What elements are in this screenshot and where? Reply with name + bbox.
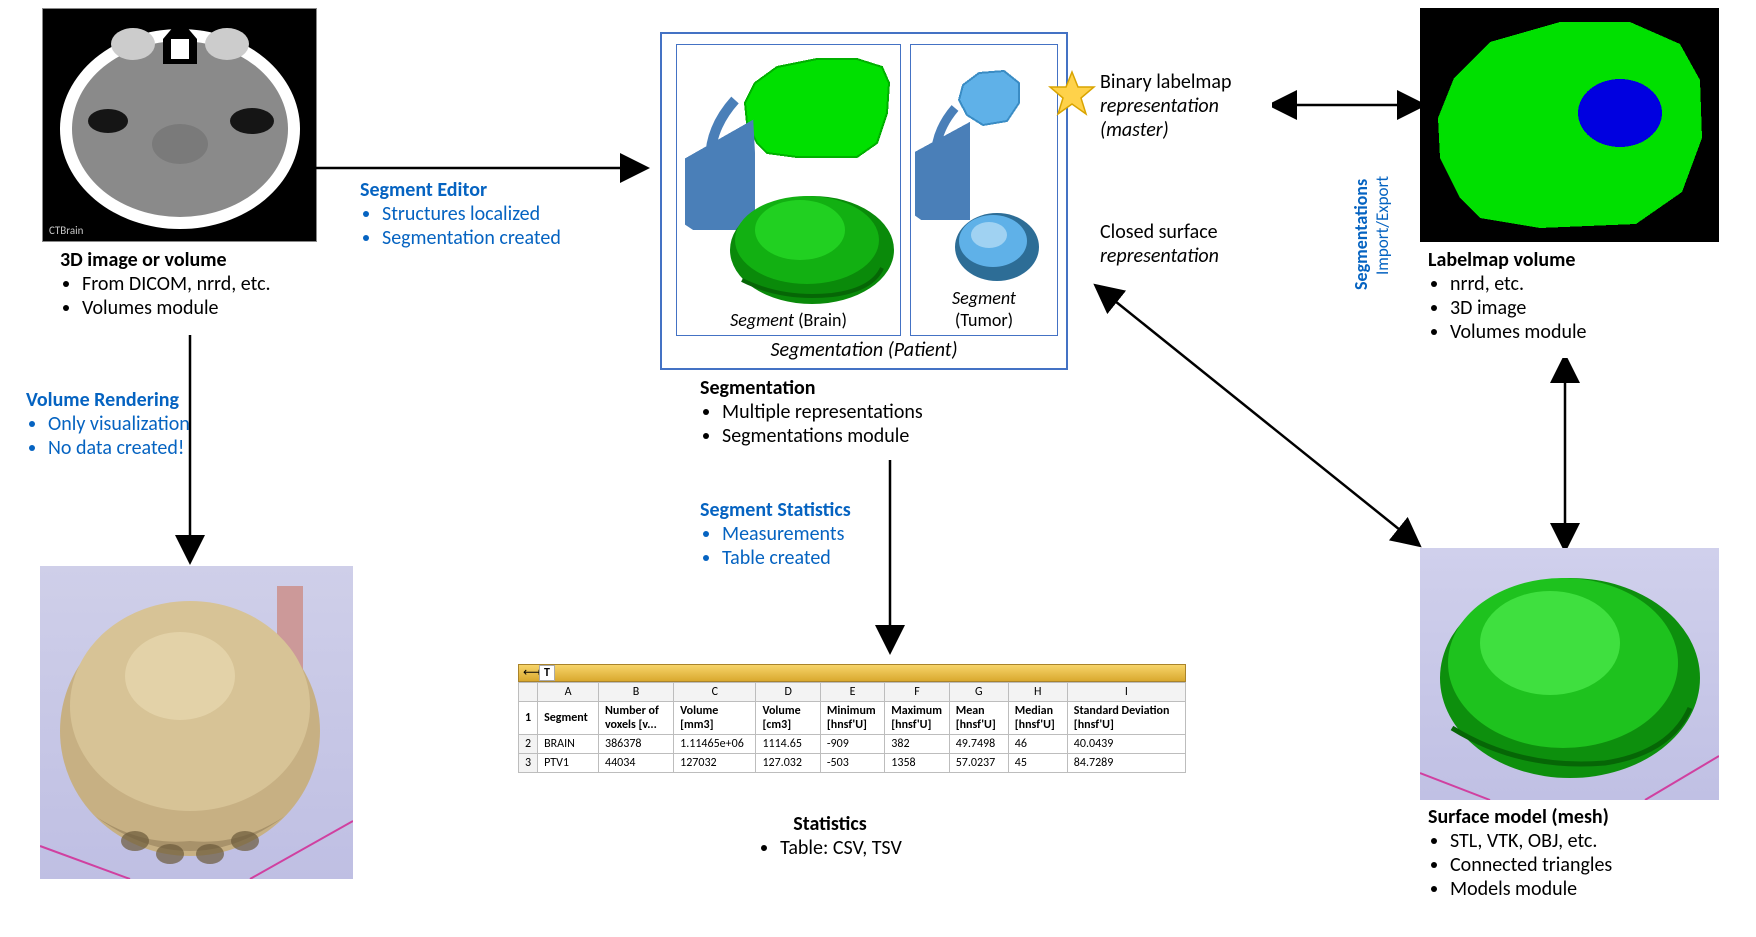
segment-editor-caption: Segment Editor Structures localized Segm… xyxy=(360,178,640,250)
volume-rendering-caption: Volume Rendering Only visualization No d… xyxy=(26,388,286,460)
sf-bullet-3: Models module xyxy=(1450,877,1748,901)
segmentation-title: Segmentation xyxy=(700,376,1040,400)
segment-tumor-label: Segment(Tumor) xyxy=(911,287,1057,331)
segment-editor-title: Segment Editor xyxy=(360,178,640,202)
vr-bullet-1: Only visualization xyxy=(48,412,286,436)
stats-title-bar: ⟻ T xyxy=(518,664,1186,682)
vr-bullet-2: No data created! xyxy=(48,436,286,460)
table-header-row: 1 Segment Number of voxels [v... Volume … xyxy=(519,702,1186,735)
binary-labelmap-label: Binary labelmap representation (master) xyxy=(1100,70,1320,142)
labelmap-caption: Labelmap volume nrrd, etc. 3D image Volu… xyxy=(1428,248,1728,344)
statistics-title: Statistics xyxy=(700,812,960,836)
sf-bullet-2: Connected triangles xyxy=(1450,853,1748,877)
labelmap-volume-image xyxy=(1420,8,1719,242)
table-row: 3 PTV1 44034 127032 127.032 -503 1358 57… xyxy=(519,754,1186,773)
lm-bullet-3: Volumes module xyxy=(1450,320,1728,344)
ct-bullet-2: Volumes module xyxy=(82,296,360,320)
seg-bullet-2: Segmentations module xyxy=(722,424,1040,448)
tumor-mesh-icon xyxy=(949,205,1044,285)
ct-caption: 3D image or volume From DICOM, nrrd, etc… xyxy=(60,248,360,320)
lm-bullet-2: 3D image xyxy=(1450,296,1728,320)
segment-tumor-box: Segment(Tumor) xyxy=(910,44,1058,336)
segment-statistics-caption: Segment Statistics Measurements Table cr… xyxy=(700,498,960,570)
sf-bullet-1: STL, VTK, OBJ, etc. xyxy=(1450,829,1748,853)
segmentation-caption: Segmentation Multiple representations Se… xyxy=(700,376,1040,448)
brain-mesh-icon xyxy=(722,190,897,310)
arrow-to-surface xyxy=(1090,278,1430,558)
table-row: 2 BRAIN 386378 1.11465e+06 1114.65 -909 … xyxy=(519,735,1186,754)
skull-3d-render xyxy=(40,566,353,879)
closed-surface-label: Closed surface representation xyxy=(1100,220,1320,268)
statistics-caption: Statistics Table: CSV, TSV xyxy=(700,812,960,860)
table-col-letters-row: A B C D E F G H I xyxy=(519,683,1186,702)
ct-source-label: CTBrain xyxy=(49,224,83,237)
se-bullet-2: Segmentation created xyxy=(382,226,640,250)
arrow-labelmap-to-surface xyxy=(1545,358,1585,553)
segmentations-io-label: Segmentations xyxy=(1350,90,1372,290)
segment-statistics-title: Segment Statistics xyxy=(700,498,960,522)
segment-brain-label: Segment (Brain) xyxy=(677,309,900,331)
ss-bullet-2: Table created xyxy=(722,546,960,570)
surface-model-image xyxy=(1420,548,1719,800)
seg-bullet-1: Multiple representations xyxy=(722,400,1040,424)
stats-bullet-1: Table: CSV, TSV xyxy=(780,836,902,860)
se-bullet-1: Structures localized xyxy=(382,202,640,226)
ss-bullet-1: Measurements xyxy=(722,522,960,546)
segment-brain-box: Segment (Brain) xyxy=(676,44,901,336)
statistics-table: A B C D E F G H I 1 Segment Number of vo… xyxy=(518,682,1186,773)
lm-bullet-1: nrrd, etc. xyxy=(1450,272,1728,296)
star-icon xyxy=(1048,70,1096,118)
segmentations-io-sub: Import/Export xyxy=(1372,75,1393,275)
ct-title: 3D image or volume xyxy=(60,248,360,272)
labelmap-title: Labelmap volume xyxy=(1428,248,1728,272)
segmentation-patient-label: Segmentation (Patient) xyxy=(662,338,1066,362)
volume-rendering-title: Volume Rendering xyxy=(26,388,286,412)
ct-scan-image: CTBrain xyxy=(42,8,317,242)
ct-bullet-1: From DICOM, nrrd, etc. xyxy=(82,272,360,296)
tumor-arrow-icon xyxy=(915,100,970,220)
brain-labelmap-icon xyxy=(737,53,892,163)
surface-caption: Surface model (mesh) STL, VTK, OBJ, etc.… xyxy=(1428,805,1748,901)
surface-title: Surface model (mesh) xyxy=(1428,805,1748,829)
